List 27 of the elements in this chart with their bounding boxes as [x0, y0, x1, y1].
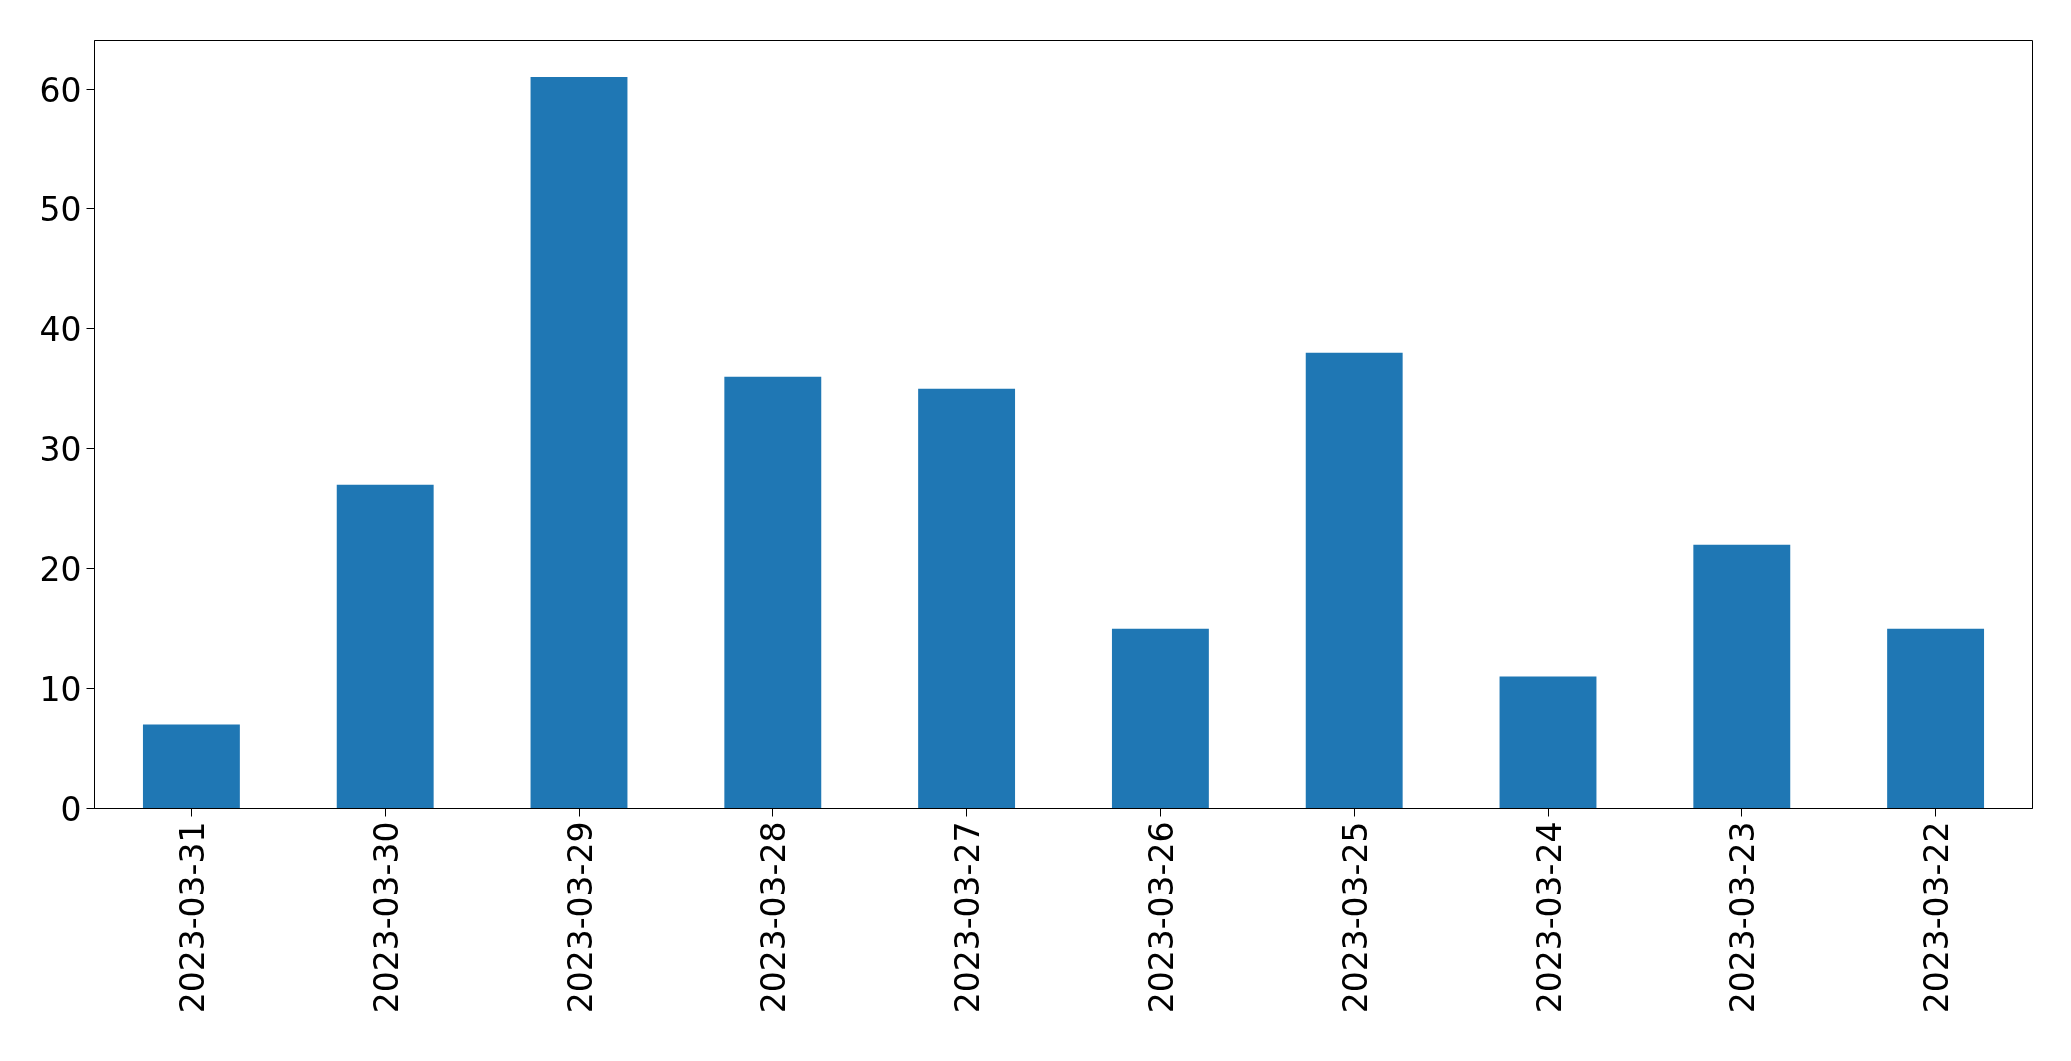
y-tick-label: 30: [39, 430, 82, 470]
y-tick-label: 50: [39, 190, 82, 230]
x-tick-label: 2023-03-31: [172, 821, 212, 1014]
bar: [1499, 676, 1597, 809]
bar: [918, 388, 1016, 809]
bar: [142, 724, 240, 809]
y-tick-label: 10: [39, 670, 82, 710]
bar: [1693, 544, 1791, 809]
x-tick-label: 2023-03-25: [1335, 821, 1375, 1014]
bar: [530, 77, 628, 809]
y-tick-label: 20: [39, 550, 82, 590]
x-tick-label: 2023-03-24: [1529, 821, 1569, 1014]
y-tick-label: 60: [39, 70, 82, 110]
x-tick-label: 2023-03-22: [1917, 821, 1957, 1014]
x-tick-label: 2023-03-26: [1141, 821, 1181, 1014]
bar: [1305, 352, 1403, 809]
y-tick-label: 40: [39, 310, 82, 350]
x-tick-label: 2023-03-29: [560, 821, 600, 1014]
x-tick-label: 2023-03-23: [1723, 821, 1763, 1014]
y-tick-label: 0: [60, 790, 82, 829]
bar: [336, 484, 434, 809]
x-tick-label: 2023-03-28: [754, 821, 794, 1014]
bar: [724, 376, 822, 809]
x-tick-label: 2023-03-27: [948, 821, 988, 1014]
bar: [1111, 628, 1209, 809]
x-tick-label: 2023-03-30: [366, 821, 406, 1014]
bar: [1887, 628, 1985, 809]
